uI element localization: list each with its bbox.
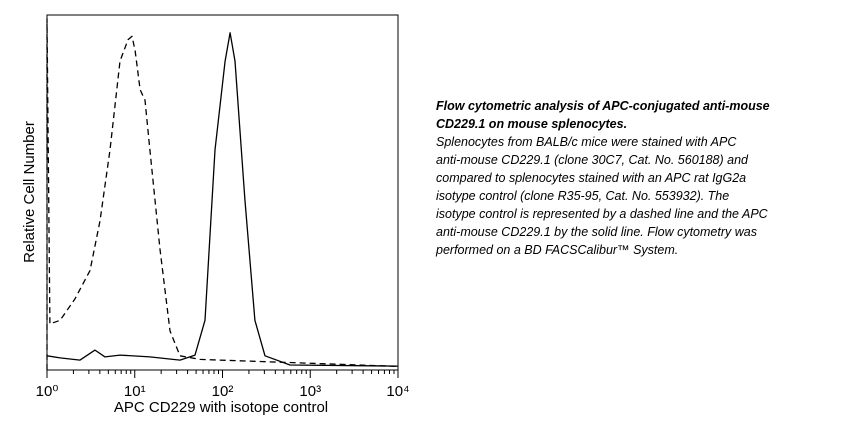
- caption-line: performed on a BD FACSCalibur™ System.: [435, 243, 678, 257]
- caption-title: CD229.1 on mouse splenocytes.: [436, 117, 627, 131]
- caption-line: compared to splenocytes stained with an …: [436, 171, 746, 185]
- caption-line: isotype control is represented by a dash…: [436, 207, 769, 221]
- x-axis-label: APC CD229 with isotope control: [114, 399, 328, 416]
- caption-title: Flow cytometric analysis of APC-conjugat…: [436, 99, 770, 113]
- plot-frame: [46, 14, 399, 371]
- y-axis-label: Relative Cell Number: [21, 121, 38, 263]
- x-tick-label: 10⁴: [386, 383, 409, 400]
- series-line: [46, 17, 399, 370]
- x-tick-label: 10¹: [124, 383, 146, 400]
- caption-line: anti-mouse CD229.1 (clone 30C7, Cat. No.…: [436, 153, 749, 167]
- caption-line: anti-mouse CD229.1 by the solid line. Fl…: [436, 225, 757, 239]
- x-tick-label: 10⁰: [36, 383, 59, 400]
- series-line: [46, 32, 399, 367]
- caption-line: isotype control (clone R35-95, Cat. No. …: [436, 189, 729, 203]
- x-tick-label: 10²: [212, 383, 234, 400]
- x-tick-label: 10³: [299, 383, 321, 400]
- caption-line: Splenocytes from BALB/c mice were staine…: [436, 135, 737, 149]
